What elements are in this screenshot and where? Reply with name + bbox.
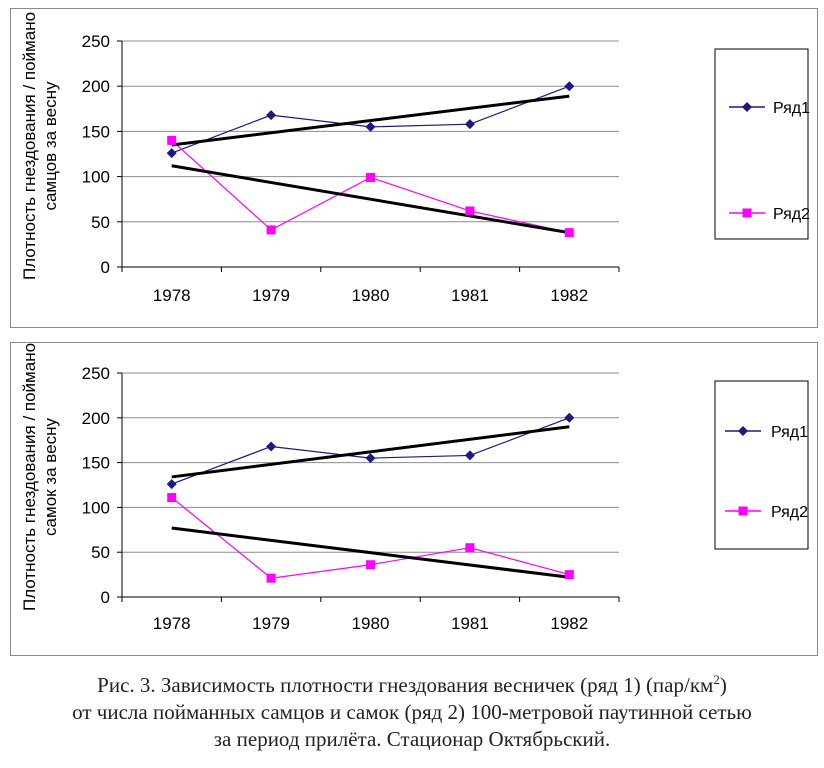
y-axis-label-line-2: самцов за весну (41, 81, 60, 211)
legend-label-1: Ряд1 (771, 424, 808, 441)
y-tick-label-150: 150 (82, 454, 110, 473)
x-tick-label-1980: 1980 (352, 286, 390, 305)
legend-box (714, 48, 809, 240)
data-point-series1-1979 (266, 110, 277, 121)
y-axis-label: Плотность гнездования / поймано самок за … (20, 343, 60, 611)
data-point-series2-1982 (564, 228, 574, 238)
caption-line-2: от числа пойманных самцов и самок (ряд 2… (72, 700, 752, 724)
trendline-1 (171, 94, 570, 147)
y-tick-label-100: 100 (82, 498, 110, 517)
legend-marker-1 (742, 102, 752, 112)
data-point-series1-1980 (365, 453, 376, 464)
data-point-series1-1982 (564, 412, 575, 423)
x-tick-label-1978: 1978 (153, 614, 191, 633)
y-tick-label-0: 0 (101, 588, 110, 607)
data-point-series2-1981 (465, 543, 475, 553)
data-point-series2-1979 (266, 573, 276, 583)
data-point-series1-1982 (564, 81, 575, 92)
y-tick-label-50: 50 (91, 543, 110, 562)
y-tick-label-50: 50 (91, 213, 110, 232)
legend-box (714, 380, 809, 550)
x-tick-label-1982: 1982 (550, 614, 588, 633)
data-point-series2-1979 (266, 225, 276, 235)
data-point-series1-1981 (464, 450, 475, 461)
legend-marker-2 (738, 506, 748, 516)
y-tick-label-250: 250 (82, 364, 110, 383)
figure-caption: Рис. 3. Зависимость плотности гнездовани… (0, 672, 824, 753)
y-tick-label-250: 250 (82, 32, 110, 51)
caption-line-1: Рис. 3. Зависимость плотности гнездовани… (0, 672, 824, 699)
data-point-series2-1978 (167, 493, 177, 503)
trendline-2 (171, 526, 570, 579)
data-point-series2-1982 (564, 570, 574, 580)
y-tick-label-0: 0 (101, 258, 110, 277)
data-point-series2-1978 (167, 135, 177, 145)
y-axis-label-line-1: Плотность гнездования / поймано (20, 12, 39, 280)
x-tick-label-1981: 1981 (451, 614, 489, 633)
caption-superscript: 2 (713, 672, 720, 687)
series-line-2 (171, 139, 570, 234)
x-tick-label-1981: 1981 (451, 286, 489, 305)
legend-label-1: Ряд1 (773, 100, 810, 117)
y-tick-label-150: 150 (82, 122, 110, 141)
trendline-2 (171, 164, 570, 235)
chart-1-svg: 0 50 100 150 200 250 1978 1979 1980 1981 1982 Плотн… (20, 12, 810, 305)
legend-label-3: Лине (771, 584, 808, 601)
caption-line-1-text: Рис. 3. Зависимость плотности гнездовани… (97, 673, 714, 697)
y-axis-label-line-2: самок за весну (41, 418, 60, 536)
data-point-series1-1978 (166, 479, 177, 490)
x-tick-label-1979: 1979 (252, 286, 290, 305)
y-axis-label: Плотность гнездования / поймано самцов за… (20, 12, 60, 280)
data-point-series1-1981 (464, 119, 475, 130)
chart-2-svg: 0 50 100 150 200 250 1978 1979 1980 1981 1982 Плотн… (20, 343, 809, 633)
data-point-series1-1980 (365, 121, 376, 132)
x-tick-label-1979: 1979 (252, 614, 290, 633)
legend-label-2: Ряд2 (771, 504, 808, 521)
caption-line-1-end: ) (719, 673, 727, 697)
y-tick-label-200: 200 (82, 409, 110, 428)
legend-marker-2 (742, 208, 752, 218)
trendline-1 (171, 425, 570, 479)
x-tick-label-1982: 1982 (550, 286, 588, 305)
data-point-series2-1980 (366, 560, 375, 570)
chart-panel-2: 0 50 100 150 200 250 1978 1979 1980 1981 1982 Плотн… (10, 342, 818, 656)
y-tick-label-100: 100 (82, 168, 110, 187)
y-axis-label-line-1: Плотность гнездования / поймано (20, 343, 39, 611)
data-point-series2-1980 (366, 173, 375, 183)
data-point-series2-1981 (465, 206, 475, 216)
x-tick-label-1980: 1980 (352, 614, 390, 633)
caption-line-3: за период прилёта. Стационар Октябрьский… (213, 727, 611, 751)
data-point-series1-1978 (166, 148, 177, 159)
chart-panel-1: 0 50 100 150 200 250 1978 1979 1980 1981 1982 Плотн… (10, 8, 818, 328)
legend-marker-1 (738, 426, 748, 436)
data-point-series1-1979 (266, 441, 277, 452)
y-tick-label-200: 200 (82, 77, 110, 96)
legend-label-2: Ряд2 (773, 206, 810, 223)
x-tick-label-1978: 1978 (153, 286, 191, 305)
